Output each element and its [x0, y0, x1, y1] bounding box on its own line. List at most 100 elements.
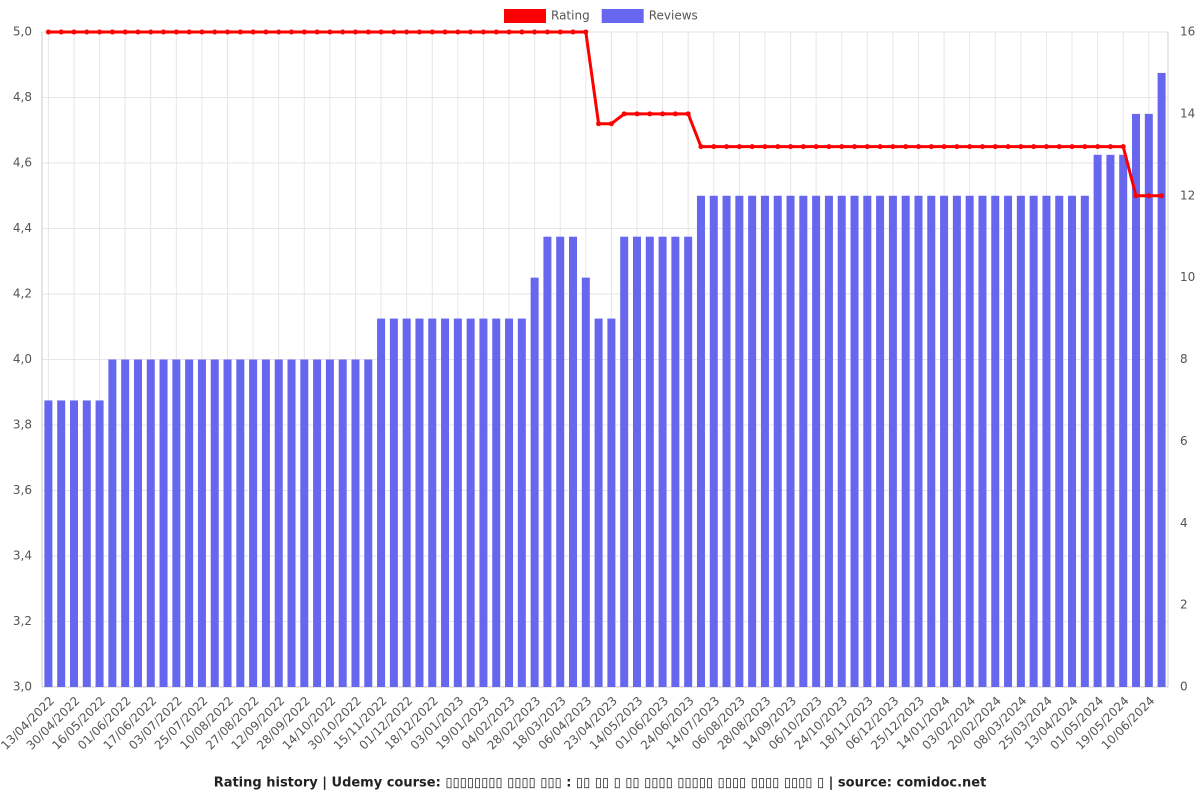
point — [173, 29, 179, 35]
point — [1082, 144, 1088, 150]
y2-tick-label: 0 — [1180, 680, 1188, 694]
point — [711, 144, 717, 150]
bar — [223, 359, 232, 687]
point — [263, 29, 269, 35]
legend-label: Rating — [551, 9, 590, 23]
bar — [287, 359, 296, 687]
point — [698, 144, 704, 150]
bar — [1042, 195, 1051, 687]
point — [1120, 144, 1126, 150]
y-tick-label: 5,0 — [13, 25, 32, 39]
bar — [402, 318, 411, 687]
bar — [722, 195, 731, 687]
bar — [517, 318, 526, 687]
point — [941, 144, 947, 150]
point — [775, 144, 781, 150]
bar — [492, 318, 501, 687]
point — [621, 111, 627, 117]
point — [148, 29, 154, 35]
point — [1107, 144, 1113, 150]
point — [903, 144, 909, 150]
point — [954, 144, 960, 150]
point — [570, 29, 576, 35]
bar — [1068, 195, 1077, 687]
bar — [1016, 195, 1025, 687]
line — [48, 30, 1162, 198]
point — [1069, 144, 1075, 150]
bar — [249, 359, 258, 687]
point — [352, 29, 358, 35]
point — [212, 29, 218, 35]
point — [161, 29, 167, 35]
point — [1018, 144, 1024, 150]
bar — [261, 359, 270, 687]
bar — [338, 359, 347, 687]
bar — [850, 195, 859, 687]
point — [685, 111, 691, 117]
bar — [837, 195, 846, 687]
bar — [236, 359, 245, 687]
point — [429, 29, 435, 35]
bar — [57, 400, 66, 687]
bar — [441, 318, 450, 687]
point — [45, 29, 51, 35]
y2-tick-label: 12 — [1180, 188, 1195, 202]
point — [199, 29, 205, 35]
bar — [786, 195, 795, 687]
point — [519, 29, 525, 35]
bar — [1080, 195, 1089, 687]
bar — [581, 277, 590, 687]
bar — [415, 318, 424, 687]
point — [852, 144, 858, 150]
bar — [569, 236, 578, 687]
point — [544, 29, 550, 35]
point — [1031, 144, 1037, 150]
point — [557, 29, 563, 35]
point — [506, 29, 512, 35]
point — [97, 29, 103, 35]
point — [672, 111, 678, 117]
bar — [645, 236, 654, 687]
point — [928, 144, 934, 150]
point — [1005, 144, 1011, 150]
point — [468, 29, 474, 35]
point — [314, 29, 320, 35]
bar — [274, 359, 283, 687]
bar — [658, 236, 667, 687]
bar — [556, 236, 565, 687]
bar — [69, 400, 78, 687]
point — [186, 29, 192, 35]
bar — [940, 195, 949, 687]
bar — [991, 195, 1000, 687]
bar — [965, 195, 974, 687]
bar — [671, 236, 680, 687]
bar — [952, 195, 961, 687]
bar — [799, 195, 808, 687]
point — [532, 29, 538, 35]
bar — [863, 195, 872, 687]
point — [378, 29, 384, 35]
bar — [773, 195, 782, 687]
point — [442, 29, 448, 35]
point — [391, 29, 397, 35]
point — [340, 29, 346, 35]
point — [788, 144, 794, 150]
bar — [888, 195, 897, 687]
point — [327, 29, 333, 35]
bar — [1132, 113, 1141, 687]
y-tick-label: 4,8 — [13, 90, 32, 104]
bar — [133, 359, 142, 687]
point — [647, 111, 653, 117]
bar — [620, 236, 629, 687]
point — [1159, 193, 1165, 199]
point — [1133, 193, 1139, 199]
bar — [978, 195, 987, 687]
y-tick-label: 4,4 — [13, 221, 32, 235]
bar — [389, 318, 398, 687]
bar — [927, 195, 936, 687]
point — [1056, 144, 1062, 150]
bar — [876, 195, 885, 687]
point — [365, 29, 371, 35]
bar — [1029, 195, 1038, 687]
point — [289, 29, 295, 35]
